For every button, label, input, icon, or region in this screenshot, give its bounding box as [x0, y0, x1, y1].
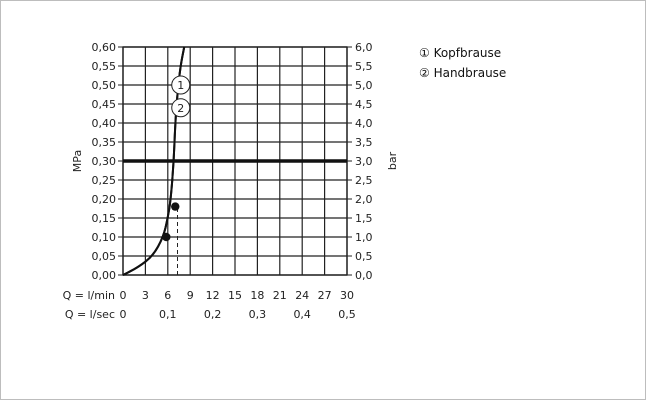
x-lmin-tick-label: 0: [120, 289, 127, 302]
x-lmin-tick-label: 15: [228, 289, 242, 302]
x-lsec-tick-label: 0,2: [204, 308, 222, 321]
legend-item: ① Kopfbrause: [419, 46, 501, 60]
y-left-axis-label: MPa: [71, 150, 84, 172]
y-left-tick-label: 0,40: [92, 117, 117, 130]
x-lmin-tick-label: 30: [340, 289, 354, 302]
y-left-tick-label: 0,05: [92, 250, 117, 263]
x-lsec-tick-label: 0,3: [249, 308, 267, 321]
x-lmin-tick-label: 24: [295, 289, 309, 302]
y-left-tick-label: 0,45: [92, 98, 117, 111]
y-right-tick-label: 0,0: [355, 269, 373, 282]
x-lsec-tick-label: 0: [120, 308, 127, 321]
y-left-tick-label: 0,15: [92, 212, 117, 225]
y-right-tick-label: 1,0: [355, 231, 373, 244]
legend-item: ② Handbrause: [419, 66, 506, 80]
y-left-tick-label: 0,10: [92, 231, 117, 244]
x-lmin-tick-label: 21: [273, 289, 287, 302]
y-right-tick-label: 2,0: [355, 193, 373, 206]
y-right-tick-label: 3,5: [355, 136, 373, 149]
curve-label-circle: [171, 75, 191, 95]
series-line-2: [122, 46, 186, 276]
y-right-tick-label: 2,5: [355, 174, 373, 187]
x-lsec-tick-label: 0,1: [159, 308, 177, 321]
y-left-tick-label: 0,00: [92, 269, 117, 282]
y-left-tick-label: 0,25: [92, 174, 117, 187]
data-point: [171, 202, 180, 211]
y-right-tick-label: 6,0: [355, 41, 373, 54]
y-right-tick-label: 4,5: [355, 98, 373, 111]
y-right-tick-label: 0,5: [355, 250, 373, 263]
x-lmin-tick-label: 18: [250, 289, 264, 302]
data-point: [162, 232, 171, 242]
y-left-tick-label: 0,55: [92, 60, 117, 73]
x-lmin-tick-label: 9: [187, 289, 194, 302]
y-right-axis-label: bar: [386, 151, 399, 170]
curve-label-text: 1: [177, 79, 184, 92]
y-left-tick-label: 0,20: [92, 193, 117, 206]
x-lmin-tick-label: 3: [142, 289, 149, 302]
x-lsec-axis-label: Q = l/sec: [65, 308, 115, 321]
y-right-tick-label: 5,0: [355, 79, 373, 92]
x-lmin-axis-label: Q = l/min: [63, 289, 115, 302]
y-right-tick-label: 1,5: [355, 212, 373, 225]
x-lmin-tick-label: 27: [318, 289, 332, 302]
y-right-tick-label: 5,5: [355, 60, 373, 73]
x-lmin-tick-label: 12: [206, 289, 220, 302]
curve-label-text: 2: [177, 102, 184, 115]
y-left-tick-label: 0,30: [92, 155, 117, 168]
y-left-tick-label: 0,60: [92, 41, 117, 54]
y-right-tick-label: 4,0: [355, 117, 373, 130]
curve-label-circle: [171, 98, 191, 118]
x-lsec-tick-label: 0,4: [293, 308, 311, 321]
x-lsec-tick-label: 0,5: [338, 308, 356, 321]
x-lmin-tick-label: 6: [164, 289, 171, 302]
y-left-tick-label: 0,50: [92, 79, 117, 92]
y-right-tick-label: 3,0: [355, 155, 373, 168]
y-left-tick-label: 0,35: [92, 136, 117, 149]
